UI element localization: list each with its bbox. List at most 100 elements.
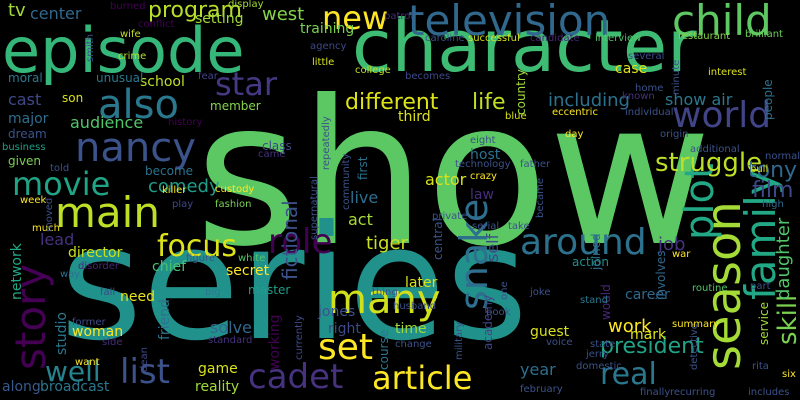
word-crime: crime <box>118 51 147 62</box>
word-self: self <box>483 233 502 262</box>
word-routine: routine <box>692 283 728 294</box>
word-dream: dream <box>8 127 47 141</box>
word-first: first <box>356 156 370 180</box>
word-stand: stand <box>580 295 608 306</box>
word-director: director <box>68 245 123 261</box>
word-movie: movie <box>12 165 111 203</box>
word-told: told <box>50 163 70 174</box>
word-fashion: fashion <box>215 199 252 210</box>
word-home: home <box>635 83 664 94</box>
word-woman: woman <box>72 324 124 340</box>
word-minute: minute <box>671 59 682 95</box>
word-much: much <box>32 223 60 234</box>
word-finally: finally <box>640 387 671 398</box>
word-standard: standard <box>208 335 253 346</box>
word-origin: origin <box>660 129 689 140</box>
word-host: host <box>470 147 501 163</box>
word-solve: solve <box>210 318 252 337</box>
word-program: program <box>148 0 242 23</box>
word-repeatedly: repeatedly <box>321 116 332 170</box>
word-master: master <box>248 283 291 297</box>
word-includes: includes <box>748 387 790 398</box>
word-television: television <box>408 0 611 45</box>
word-cast: cast <box>8 90 42 109</box>
word-main: main <box>55 188 160 237</box>
word-domestic: domestic <box>576 361 622 372</box>
word-show: show <box>195 58 712 291</box>
word-life: life <box>472 90 506 115</box>
word-action: action <box>572 255 609 269</box>
word-way: way <box>60 269 81 280</box>
word-business: business <box>2 142 46 153</box>
word-son: son <box>62 91 84 105</box>
word-comedy: comedy <box>148 176 220 197</box>
word-actor: actor <box>425 170 467 189</box>
word-time: time <box>395 321 427 337</box>
word-secret: secret <box>226 263 270 279</box>
word-lead: lead <box>40 230 75 249</box>
word-network: network <box>9 243 25 300</box>
word-struggle: struggle <box>655 148 763 178</box>
word-came: came <box>258 149 286 160</box>
word-around: around <box>520 222 647 263</box>
word-training: training <box>300 21 355 37</box>
word-mark: mark <box>630 327 667 343</box>
word-change: change <box>395 339 432 350</box>
word-game: game <box>198 361 238 377</box>
word-brilliant: brilliant <box>745 29 783 40</box>
word-episode: episode <box>2 14 245 87</box>
word-side: side <box>102 337 123 348</box>
word-additional: additional <box>690 144 740 155</box>
word-six: six <box>782 369 796 380</box>
word-tv: tv <box>8 0 26 21</box>
word-academy: academy <box>481 294 495 350</box>
word-crazy: crazy <box>470 171 497 182</box>
word-interest: interest <box>708 67 747 78</box>
word-law: law <box>470 187 494 203</box>
word-cadet: cadet <box>248 357 344 397</box>
word-blue: blue <box>505 111 527 122</box>
word-interview: interview <box>595 33 642 44</box>
word-along: along <box>2 379 41 395</box>
word-service: service <box>757 302 771 345</box>
word-chief: chief <box>152 259 187 275</box>
word-world: world <box>672 95 772 136</box>
word-fear: fear <box>198 71 218 82</box>
word-show-air: show air <box>665 90 733 109</box>
word-president: president <box>600 334 704 359</box>
word-star: star <box>215 65 277 103</box>
word-high: high <box>762 199 784 210</box>
word-jerry: jerry <box>586 349 609 360</box>
word-also: also <box>98 82 179 128</box>
word-eccentric: eccentric <box>552 107 598 118</box>
word-fictional: fictional <box>278 200 302 280</box>
word-husband: husband <box>393 301 437 312</box>
word-burned: burned <box>110 1 146 12</box>
word-tiger: tiger <box>366 233 408 254</box>
word-real: real <box>600 357 657 392</box>
word-center: center <box>30 4 82 23</box>
word-big: big <box>205 287 221 298</box>
word-moved: moved <box>44 197 55 232</box>
word-voice: voice <box>546 337 573 348</box>
word-given: given <box>8 154 42 168</box>
word-working: working <box>267 314 283 370</box>
word-private: private <box>432 211 468 222</box>
word-studio: studio <box>54 312 70 355</box>
word-candidate: candidate <box>530 33 580 44</box>
word-skill: skill <box>773 294 800 345</box>
word-white: white <box>238 253 266 264</box>
word-country: country <box>514 69 528 115</box>
word-work: work <box>608 316 652 337</box>
word-broadcast: broadcast <box>40 379 110 395</box>
word-including: including <box>548 90 630 111</box>
word-supernatural: supernatural <box>309 176 320 240</box>
word-child: child <box>672 0 772 45</box>
word-want: want <box>75 357 100 368</box>
word-one: one <box>499 281 510 300</box>
word-become: become <box>145 164 194 178</box>
word-figure: figure <box>186 253 216 264</box>
word-take: take <box>508 221 530 232</box>
word-eight: eight <box>470 135 496 146</box>
